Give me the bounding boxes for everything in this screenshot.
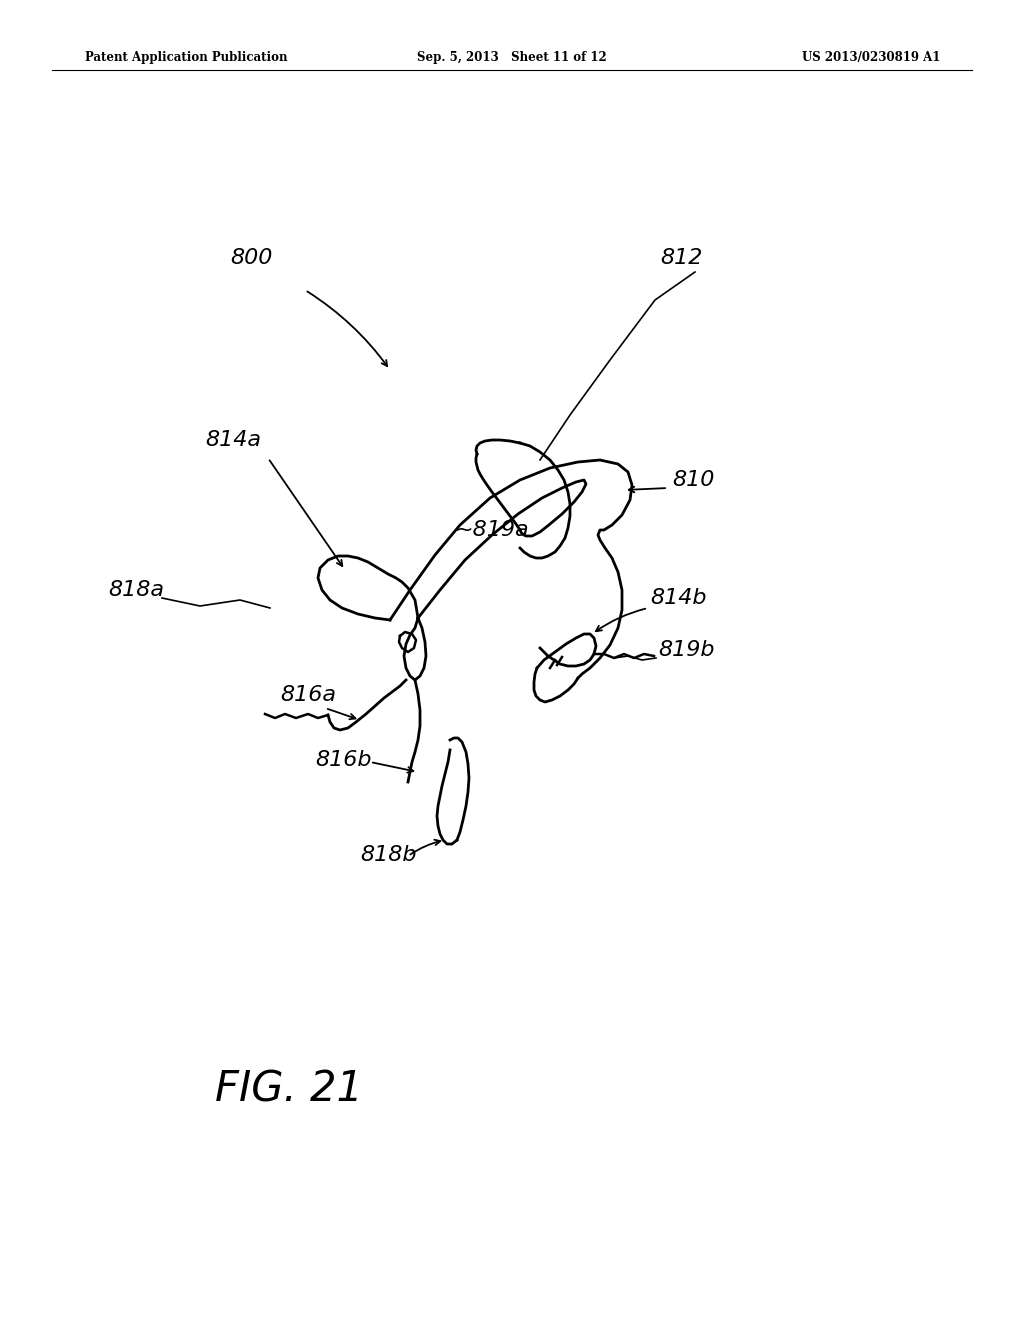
Text: 814b: 814b [650,587,707,609]
Text: ~819a: ~819a [455,520,529,540]
Text: 810: 810 [672,470,715,490]
Text: 818a: 818a [108,579,164,601]
Text: 812: 812 [660,248,702,268]
Text: Patent Application Publication: Patent Application Publication [85,51,288,65]
Text: FIG. 21: FIG. 21 [215,1069,362,1111]
Text: 816b: 816b [315,750,372,770]
Text: US 2013/0230819 A1: US 2013/0230819 A1 [802,51,940,65]
Text: 800: 800 [230,248,272,268]
Text: Sep. 5, 2013   Sheet 11 of 12: Sep. 5, 2013 Sheet 11 of 12 [417,51,607,65]
Text: 816a: 816a [280,685,336,705]
Text: 819b: 819b [658,640,715,660]
Text: 818b: 818b [360,845,417,865]
Text: 814a: 814a [205,430,261,450]
